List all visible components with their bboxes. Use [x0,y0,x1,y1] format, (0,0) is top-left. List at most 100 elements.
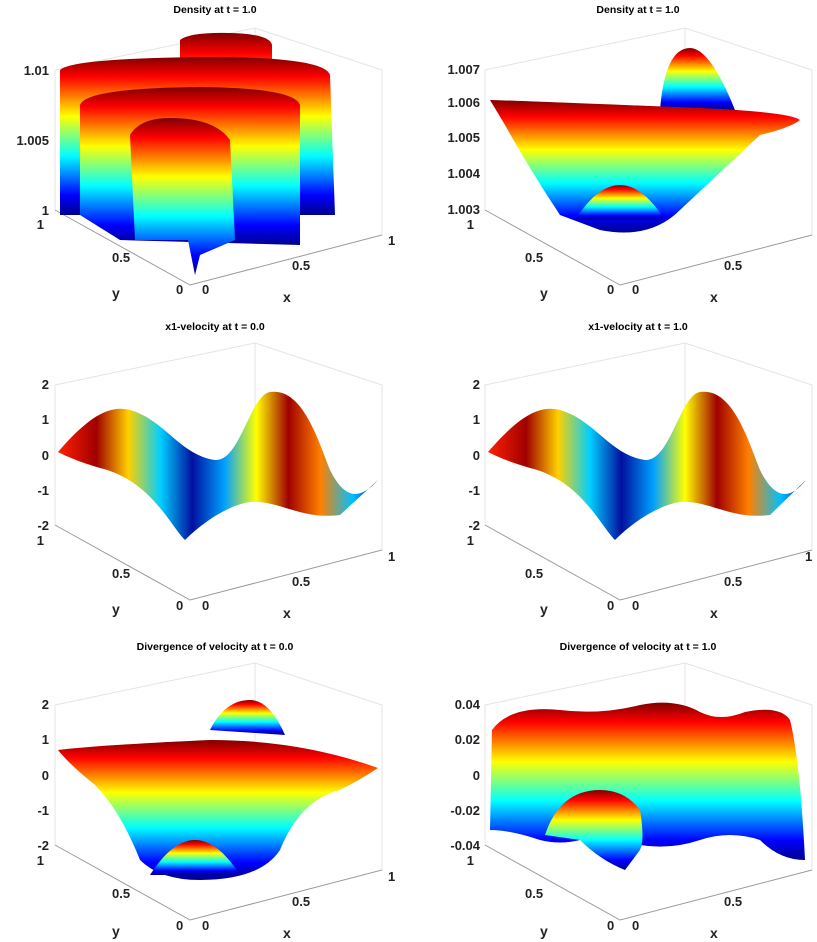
x-axis-label: x [710,605,718,621]
chart-title: x1-velocity at t = 0.0 [165,321,265,333]
x-tick-label: 0.5 [292,574,310,589]
axis-lines [484,209,813,286]
surface-front-bump [545,790,643,870]
panel-x1-velocity-t0: x1-velocity at t = 0.0 2 1 0 -1 -2 1 0.5… [37,321,395,621]
y-tick-label: 0.5 [525,250,543,265]
z-tick-label: -2 [468,518,480,533]
surface-bottom-bump [150,840,240,875]
x-tick-label: 0.5 [292,258,310,273]
surface-sine-wave [58,391,378,540]
x-tick-label: 0 [632,918,639,933]
z-tick-label: 0 [42,768,49,783]
y-tick-label: 1 [37,853,44,868]
axis-lines [54,209,383,286]
y-tick-label: 0 [607,282,614,297]
surface-sine-wave [488,391,806,540]
z-tick-label: 1 [42,203,49,218]
z-tick-label: 1.007 [447,62,480,77]
x-tick-label: 1 [805,549,812,564]
z-tick-label: -1 [37,483,49,498]
x-axis-label: x [710,925,718,941]
panel-density-t1-left: Density at t = 1.0 1.01 1.005 1 1 0.5 0 … [16,4,395,305]
y-tick-label: 1 [467,853,474,868]
x-axis-label: x [710,289,718,305]
z-tick-label: 0 [473,768,480,783]
y-tick-label: 0.5 [112,886,130,901]
axes-box [484,342,813,550]
z-tick-label: 1 [42,732,49,747]
x-tick-label: 0 [632,282,639,297]
surface-valley [130,118,235,275]
x-tick-label: 1 [388,233,395,248]
y-axis-label: y [540,601,548,617]
y-axis-label: y [112,285,120,301]
axes-box [54,342,383,550]
y-axis-label: y [112,601,120,617]
z-tick-label: -2 [37,838,49,853]
y-tick-label: 0 [607,598,614,613]
panel-divergence-t0: Divergence of velocity at t = 0.0 2 1 0 … [37,641,395,941]
panel-divergence-t1: Divergence of velocity at t = 1.0 0.04 0… [450,641,813,941]
panel-density-t1-right: Density at t = 1.0 1.007 1.006 1.005 1.0… [447,4,813,305]
x-tick-label: 0.5 [724,258,742,273]
chart-title: Divergence of velocity at t = 0.0 [137,641,294,653]
y-tick-label: 1 [37,533,44,548]
z-tick-label: 1.004 [447,166,480,181]
z-tick-label: -1 [468,483,480,498]
z-tick-label: 0.02 [455,732,480,747]
chart-title: Density at t = 1.0 [596,4,679,16]
x-tick-label: 0.5 [724,574,742,589]
x-tick-label: 0.5 [724,894,742,909]
x-tick-label: 1 [388,549,395,564]
z-tick-label: 0 [473,448,480,463]
surface-saddle [58,740,378,880]
x-tick-label: 0 [632,598,639,613]
z-tick-label: 2 [473,377,480,392]
y-tick-label: 0 [176,598,183,613]
y-tick-label: 0 [607,918,614,933]
z-tick-label: 1.01 [24,63,49,78]
y-tick-label: 1 [37,217,44,232]
x-axis-label: x [283,605,291,621]
z-tick-label: -0.02 [450,803,480,818]
y-axis-label: y [112,923,120,939]
x-tick-label: 0.5 [292,894,310,909]
x-axis-label: x [283,925,291,941]
y-tick-label: 0 [176,918,183,933]
axis-lines [54,844,383,921]
surface-bump [660,48,735,110]
y-tick-label: 1 [467,217,474,232]
axes-box [54,662,383,870]
axes-box [484,27,813,235]
chart-title: Divergence of velocity at t = 1.0 [560,641,717,653]
chart-title: x1-velocity at t = 1.0 [588,321,688,333]
y-tick-label: 0 [176,282,183,297]
x-tick-label: 1 [388,869,395,884]
z-tick-label: 1 [42,412,49,427]
z-tick-label: 0 [42,448,49,463]
chart-title: Density at t = 1.0 [173,4,256,16]
z-tick-label: -2 [37,518,49,533]
axis-lines [484,524,813,601]
axes-box [484,662,813,870]
z-tick-label: 1.003 [447,202,480,217]
y-tick-label: 0.5 [525,886,543,901]
z-tick-label: -1 [37,803,49,818]
z-tick-label: 1.005 [16,133,49,148]
x-axis-label: x [283,289,291,305]
z-tick-label: 0.04 [455,697,481,712]
z-tick-label: 1.006 [447,95,480,110]
x-tick-label: 0 [202,918,209,933]
y-tick-label: 0.5 [112,566,130,581]
x-tick-label: 0 [202,598,209,613]
y-tick-label: 0.5 [112,250,130,265]
surface-wavy [490,702,805,860]
surface-center-bump [575,185,665,220]
axes-box [54,27,383,235]
x-tick-label: 0 [202,282,209,297]
y-axis-label: y [540,285,548,301]
y-axis-label: y [540,923,548,939]
surface-hill [210,700,285,735]
surface-bowl [490,100,800,233]
